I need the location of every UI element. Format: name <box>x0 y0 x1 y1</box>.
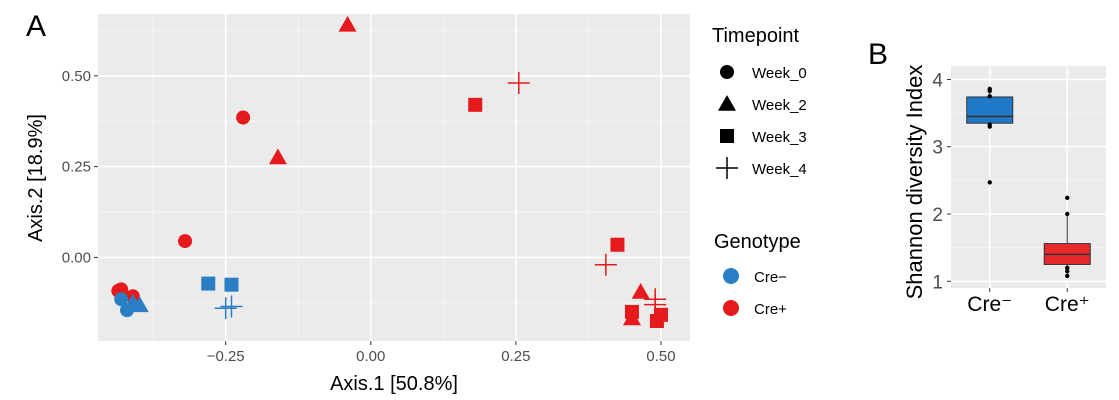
panel-a-points <box>111 15 668 329</box>
x-tick-label: 0.50 <box>646 348 675 365</box>
legend-key-square <box>720 129 734 143</box>
legend-genotype-label: Cre− <box>754 269 787 286</box>
data-point-plus <box>214 297 237 320</box>
legend-timepoint-title: Timepoint <box>712 25 800 47</box>
data-point-circle <box>178 234 193 249</box>
legend-key-circle <box>720 65 734 79</box>
x-category-label: Cre⁺ <box>1045 293 1090 316</box>
legend-timepoint-label: Week_3 <box>752 129 807 146</box>
panel-a-grid <box>98 14 690 341</box>
data-point-circle <box>114 282 129 297</box>
box-data-point <box>1065 265 1070 271</box>
panel-a-label: A <box>26 10 46 43</box>
data-point-square <box>201 276 216 291</box>
data-point-plus <box>594 253 617 276</box>
legend-key-plus <box>716 157 738 179</box>
data-point-square <box>610 237 625 252</box>
box-0 <box>966 96 1014 124</box>
data-point-triangle <box>338 15 357 32</box>
data-point-triangle <box>130 296 149 313</box>
legend-genotype-title: Genotype <box>714 231 801 253</box>
data-point-square <box>224 277 239 292</box>
x-tick-label: 0.25 <box>501 348 530 365</box>
x-tick-label: 0.00 <box>356 348 385 365</box>
y-tick-label: 3 <box>932 138 943 159</box>
box-data-point <box>987 124 992 129</box>
box-data-point <box>1065 195 1070 201</box>
panel-b-y-axis-title: Shannon diversity Index <box>902 65 927 300</box>
legend-timepoint-label: Week_2 <box>752 97 807 114</box>
data-point-square <box>468 97 483 112</box>
data-point-circle <box>114 292 129 307</box>
box-data-point <box>1065 273 1070 279</box>
panel-a-y-axis-title: Axis.2 [18.9%] <box>25 114 47 242</box>
y-tick-label: 2 <box>932 205 943 226</box>
legend-key-triangle <box>718 95 736 111</box>
panel-b-boxes <box>966 86 1091 279</box>
box-data-point <box>987 94 992 99</box>
box-data-point <box>1065 268 1070 274</box>
panel-a-ticks: −0.25 0.00 0.25 0.50 0.00 0.25 0.50 <box>62 68 676 365</box>
y-tick-label: 0.00 <box>62 249 91 266</box>
x-category-label: Cre⁻ <box>967 293 1012 316</box>
data-point-triangle <box>622 309 641 326</box>
data-point-plus <box>507 72 530 95</box>
data-point-triangle <box>268 148 287 165</box>
panel-b-ticks: 1 2 3 4 Cre⁻ Cre⁺ <box>932 70 1089 316</box>
data-point-circle <box>236 110 251 125</box>
legend-key-color <box>723 268 739 284</box>
box-data-point <box>1065 211 1070 217</box>
panel-b-label: B <box>868 38 888 71</box>
panel-a-plot-area <box>98 14 690 341</box>
box-data-point <box>987 180 992 185</box>
box-data-point <box>987 86 992 92</box>
legend-genotype: Cre− Cre+ <box>723 268 787 318</box>
data-point-square <box>649 314 664 329</box>
y-tick-label: 1 <box>932 272 943 293</box>
legend-key-color <box>723 300 739 316</box>
y-tick-label: 4 <box>932 70 943 91</box>
legend-timepoint-label: Week_4 <box>752 161 807 178</box>
legend-genotype-label: Cre+ <box>754 301 787 318</box>
panel-a-x-axis-title: Axis.1 [50.8%] <box>330 373 458 395</box>
y-tick-label: 0.25 <box>62 159 91 176</box>
data-point-plus <box>220 295 243 318</box>
legend-timepoint-label: Week_0 <box>752 65 807 82</box>
y-tick-label: 0.50 <box>62 68 91 85</box>
x-tick-label: −0.25 <box>207 348 245 365</box>
data-point-triangle <box>631 282 650 299</box>
legend-timepoint: Week_0 Week_2 Week_3 Week_4 <box>716 65 807 179</box>
